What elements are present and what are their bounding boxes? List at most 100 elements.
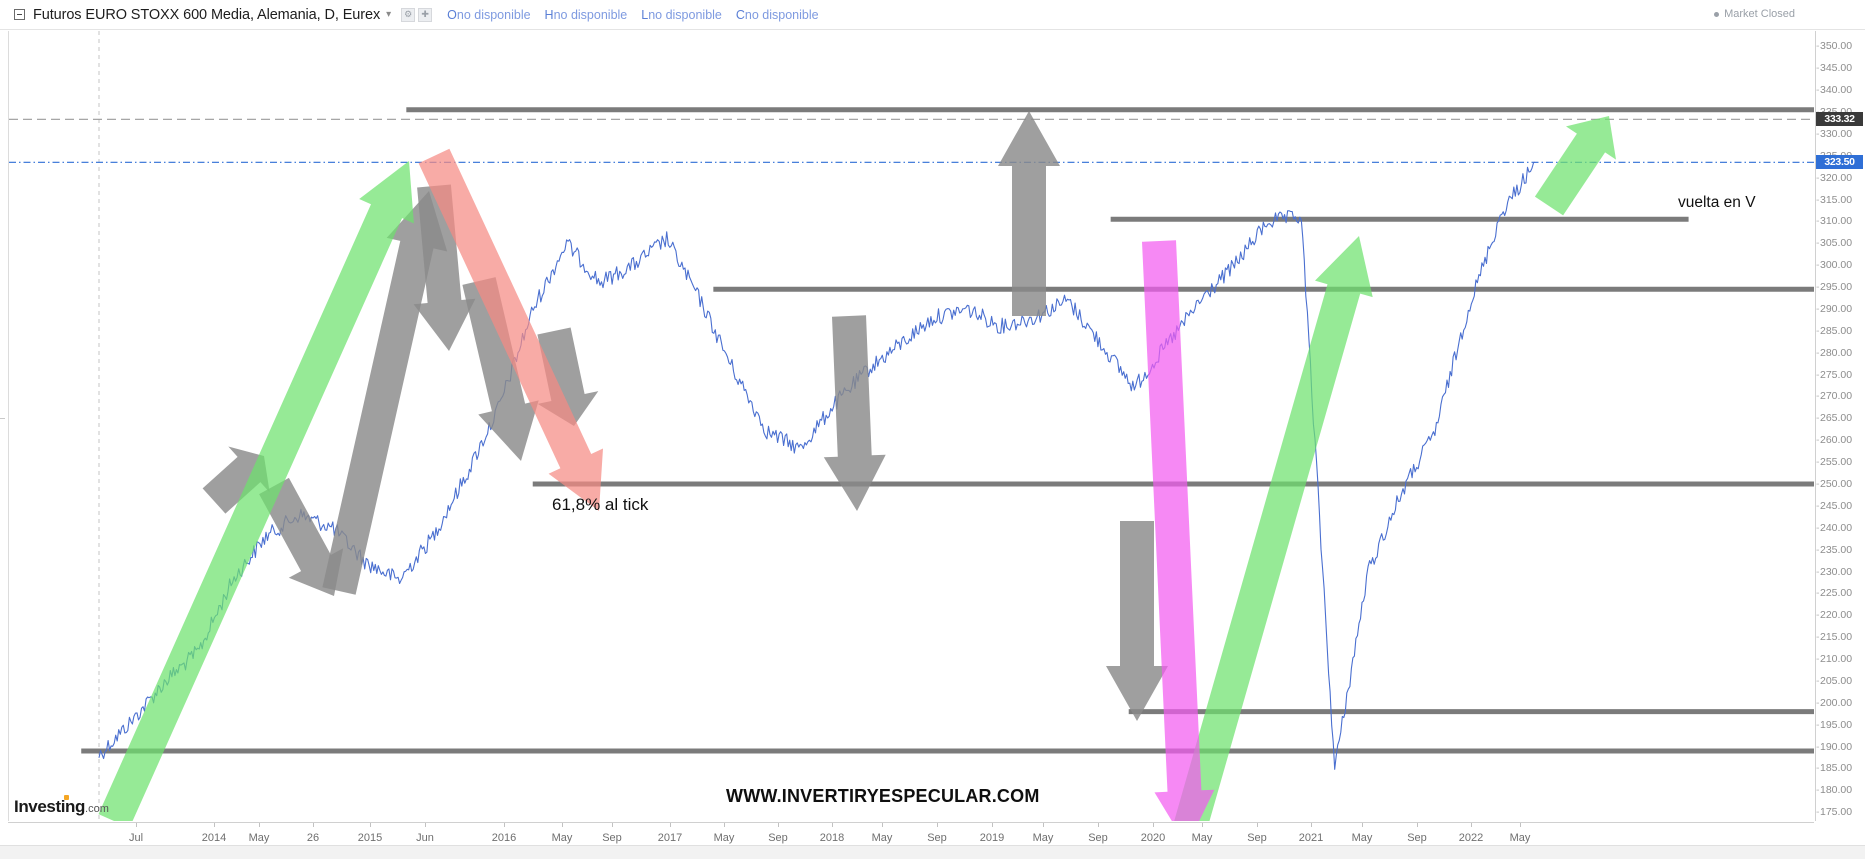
date-tick-label: Jul — [128, 832, 144, 844]
arrow-down-6 — [1106, 521, 1168, 721]
price-tick: -180.00 — [1816, 784, 1853, 797]
date-tick-label: May — [1032, 832, 1054, 844]
date-tick-mark — [370, 823, 371, 827]
quote-field-low: Lno disponible — [641, 7, 722, 22]
price-tick: -210.00 — [1816, 653, 1853, 666]
left-axis-tick — [0, 418, 5, 419]
date-tick-mark — [259, 823, 260, 827]
arrow-green-1 — [98, 161, 414, 821]
arrow-down-3 — [462, 277, 539, 461]
price-line-series — [98, 161, 1536, 770]
price-tick: -230.00 — [1816, 565, 1853, 578]
market-status-badge: Market Closed — [1714, 8, 1795, 20]
date-tick-label: 2021 — [1298, 832, 1324, 844]
minus-square-icon[interactable] — [14, 9, 25, 20]
price-tick: -305.00 — [1816, 237, 1853, 250]
price-tick: -245.00 — [1816, 499, 1853, 512]
chevron-down-icon[interactable]: ▾ — [386, 8, 392, 20]
status-dot-icon — [1714, 11, 1720, 17]
footer-strip — [0, 845, 1865, 859]
date-tick-label: May — [1351, 832, 1373, 844]
date-tick-mark — [313, 823, 314, 827]
date-tick-mark — [612, 823, 613, 827]
price-tick: -240.00 — [1816, 521, 1853, 534]
date-tick-label: Sep — [1247, 832, 1267, 844]
price-tick: -330.00 — [1816, 127, 1853, 140]
price-tick: -350.00 — [1816, 40, 1853, 53]
date-tick-label: Sep — [927, 832, 947, 844]
price-tick: -225.00 — [1816, 587, 1853, 600]
site-watermark: WWW.INVERTIRYESPECULAR.COM — [726, 786, 1040, 806]
date-tick-mark — [1202, 823, 1203, 827]
price-tick: -320.00 — [1816, 171, 1853, 184]
date-tick-mark — [778, 823, 779, 827]
date-tick-label: May — [1191, 832, 1213, 844]
quote-field-open: Ono disponible — [447, 7, 531, 22]
date-tick-label: Sep — [1407, 832, 1427, 844]
quote-field-high: Hno disponible — [544, 7, 628, 22]
arrow-green-3 — [1534, 116, 1616, 216]
price-tick: -250.00 — [1816, 477, 1853, 490]
price-tick: -300.00 — [1816, 259, 1853, 272]
price-tick: -255.00 — [1816, 456, 1853, 469]
quote-field-close: Cno disponible — [735, 7, 819, 22]
date-tick-mark — [1257, 823, 1258, 827]
date-tick-label: May — [713, 832, 735, 844]
symbol-title: Futuros EURO STOXX 600 Media, Alemania, … — [33, 6, 381, 23]
price-tick: -215.00 — [1816, 631, 1853, 644]
arrow-magenta-1 — [1142, 240, 1215, 821]
price-tick: -205.00 — [1816, 674, 1853, 687]
arrow-up-1 — [202, 446, 270, 514]
price-tick: -345.00 — [1816, 62, 1853, 75]
price-tick: -280.00 — [1816, 346, 1853, 359]
price-axis[interactable]: -350.00-345.00-340.00-335.00-330.00-325.… — [1815, 31, 1865, 821]
annotation-fib-618: 61,8% al tick — [552, 495, 649, 514]
arrow-red-1 — [418, 148, 603, 512]
date-tick-mark — [670, 823, 671, 827]
date-tick-mark — [832, 823, 833, 827]
gear-icon[interactable]: ⚙ — [401, 7, 416, 22]
date-tick-label: May — [1509, 832, 1531, 844]
date-tick-label: 2017 — [657, 832, 683, 844]
date-tick-label: Sep — [768, 832, 788, 844]
price-tick: -185.00 — [1816, 762, 1853, 775]
date-tick-mark — [425, 823, 426, 827]
price-badge-last-price: 333.32 — [1816, 112, 1863, 127]
date-tick-mark — [1311, 823, 1312, 827]
price-tick: -175.00 — [1816, 806, 1853, 819]
date-tick-label: 2016 — [491, 832, 517, 844]
ohlc-quote-fields: Ono disponible Hno disponible Lno dispon… — [447, 8, 818, 22]
arrow-up-2 — [322, 191, 448, 595]
date-tick-label: Sep — [602, 832, 622, 844]
date-tick-mark — [1043, 823, 1044, 827]
date-tick-label: May — [871, 832, 893, 844]
price-badge-prev-close: 323.50 — [1816, 155, 1863, 170]
price-tick: -200.00 — [1816, 696, 1853, 709]
logo-dot-icon — [64, 795, 69, 800]
price-tick: -195.00 — [1816, 718, 1853, 731]
arrow-green-2 — [1174, 236, 1373, 821]
date-tick-label: 2015 — [357, 832, 383, 844]
plus-icon[interactable]: ✚ — [418, 7, 433, 22]
date-tick-label: May — [248, 832, 270, 844]
date-tick-mark — [1153, 823, 1154, 827]
date-tick-mark — [504, 823, 505, 827]
annotation-vuelta-en-v: vuelta en V — [1678, 194, 1756, 211]
price-tick: -285.00 — [1816, 324, 1853, 337]
price-tick: -275.00 — [1816, 368, 1853, 381]
arrow-down-2 — [413, 184, 476, 351]
date-tick-mark — [1098, 823, 1099, 827]
date-tick-mark — [562, 823, 563, 827]
date-tick-label: 2020 — [1140, 832, 1166, 844]
date-tick-mark — [136, 823, 137, 827]
date-tick-label: 2014 — [201, 832, 227, 844]
arrow-down-1 — [259, 477, 344, 596]
price-chart-plot-area[interactable] — [8, 31, 1814, 821]
chart-svg — [9, 31, 1814, 821]
date-tick-mark — [882, 823, 883, 827]
date-tick-mark — [1520, 823, 1521, 827]
price-tick: -220.00 — [1816, 609, 1853, 622]
date-tick-label: 2022 — [1458, 832, 1484, 844]
logo-suffix: .com — [85, 803, 109, 815]
logo-text: Investing — [14, 797, 86, 816]
